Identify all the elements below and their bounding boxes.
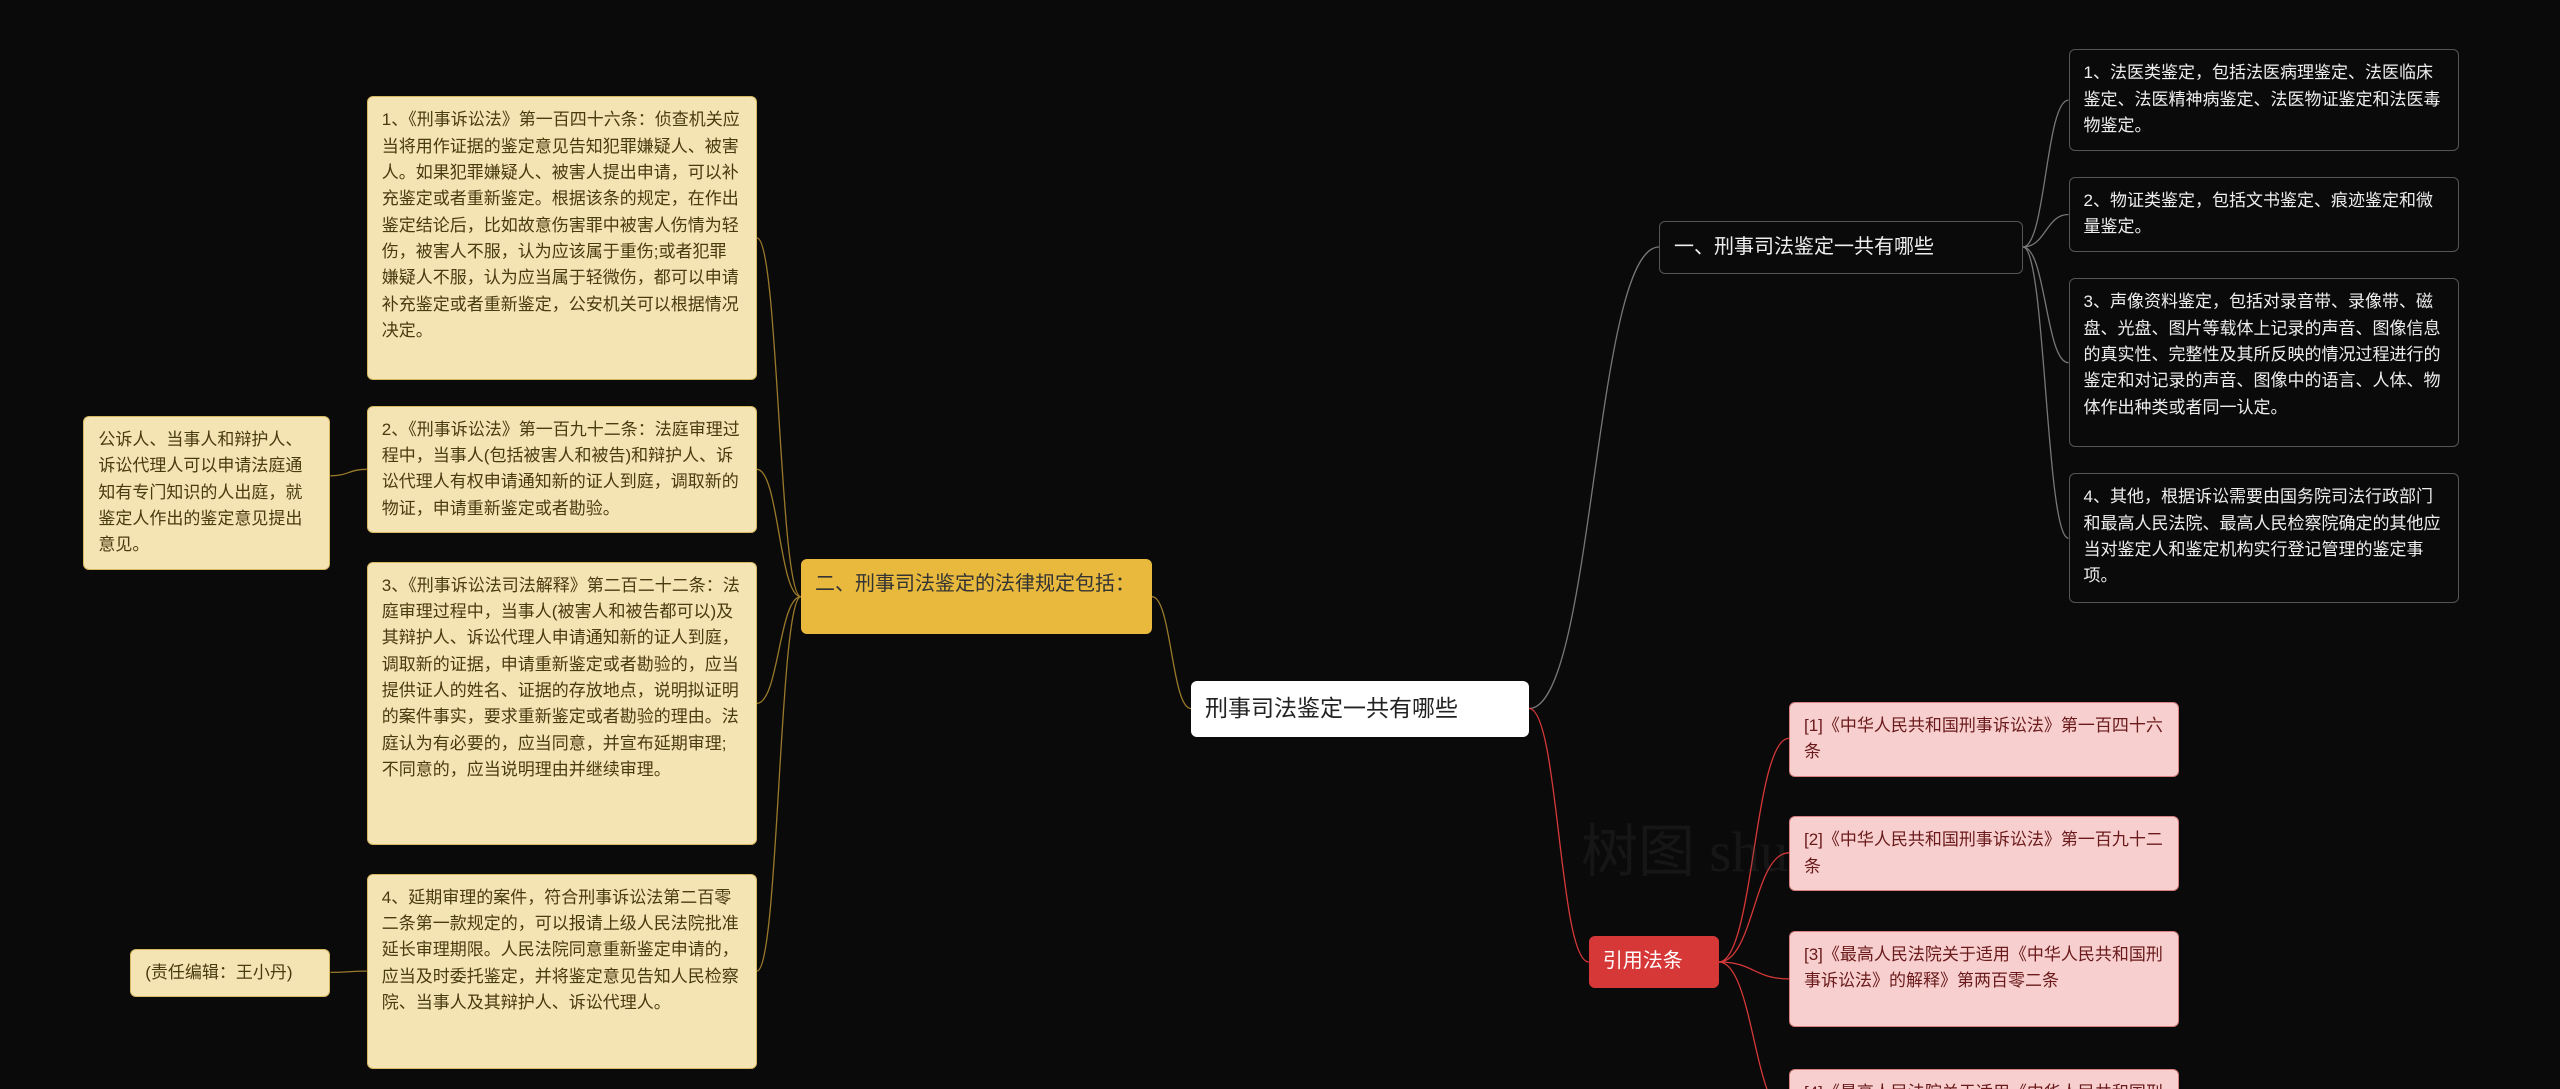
section-1-title: 一、刑事司法鉴定一共有哪些	[1659, 221, 2023, 274]
mindmap-canvas: 树图 shutu.cn树图 shutu刑事司法鉴定一共有哪些一、刑事司法鉴定一共…	[0, 0, 2560, 1089]
s1c4: 4、其他，根据诉讼需要由国务院司法行政部门和最高人民法院、最高人民检察院确定的其…	[2069, 473, 2459, 603]
law-ref-title: 引用法条	[1589, 936, 1719, 988]
s1c3: 3、声像资料鉴定，包括对录音带、录像带、磁盘、光盘、图片等载体上记录的声音、图像…	[2069, 278, 2459, 447]
s2c1: 1、《刑事诉讼法》第一百四十六条：侦查机关应当将用作证据的鉴定意见告知犯罪嫌疑人…	[367, 96, 757, 379]
s2c4: 4、延期审理的案件，符合刑事诉讼法第二百零二条第一款规定的，可以报请上级人民法院…	[367, 874, 757, 1069]
lc3: [3]《最高人民法院关于适用《中华人民共和国刑事诉讼法》的解释》第两百零二条	[1789, 931, 2179, 1027]
root-node: 刑事司法鉴定一共有哪些	[1191, 681, 1529, 737]
lc2: [2]《中华人民共和国刑事诉讼法》第一百九十二条	[1789, 816, 2179, 891]
s1c2: 2、物证类鉴定，包括文书鉴定、痕迹鉴定和微量鉴定。	[2069, 177, 2459, 252]
s2c2: 2、《刑事诉讼法》第一百九十二条：法庭审理过程中，当事人(包括被害人和被告)和辩…	[367, 406, 757, 533]
section-2-title: 二、刑事司法鉴定的法律规定包括：	[801, 559, 1152, 634]
s2c2l: 公诉人、当事人和辩护人、诉讼代理人可以申请法庭通知有专门知识的人出庭，就鉴定人作…	[83, 416, 330, 570]
lc4: [4]《最高人民法院关于适用《中华人民共和国刑事诉讼法》的解释》第两百二十二条	[1789, 1069, 2179, 1089]
lc1: [1]《中华人民共和国刑事诉讼法》第一百四十六条	[1789, 702, 2179, 777]
s2c3: 3、《刑事诉讼法司法解释》第二百二十二条：法庭审理过程中，当事人(被害人和被告都…	[367, 562, 757, 845]
s2c4l: (责任编辑：王小丹)	[130, 949, 330, 997]
s1c1: 1、法医类鉴定，包括法医病理鉴定、法医临床鉴定、法医精神病鉴定、法医物证鉴定和法…	[2069, 49, 2459, 150]
